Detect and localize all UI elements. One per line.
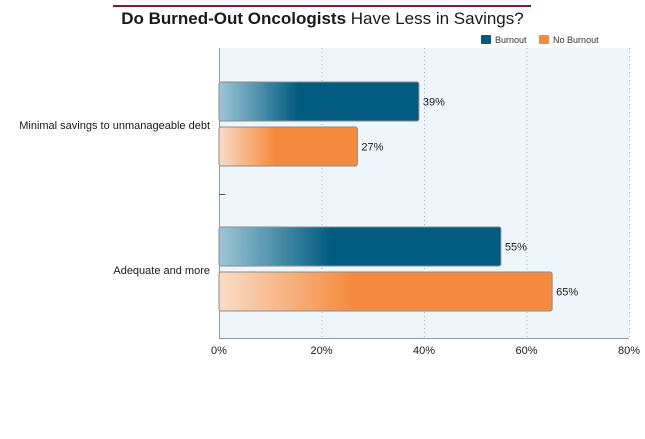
data-label: 65% xyxy=(556,287,578,299)
category-label: Adequate and more xyxy=(113,265,210,277)
bar-burnout xyxy=(218,81,420,122)
legend-label-burnout: Burnout xyxy=(495,35,527,45)
x-tick-label: 0% xyxy=(211,345,227,357)
x-tick-label: 40% xyxy=(413,345,435,357)
legend: Burnout No Burnout xyxy=(481,35,609,45)
bar-no-burnout xyxy=(218,271,553,312)
bar-no-burnout xyxy=(218,126,358,167)
title-rule xyxy=(113,5,531,7)
chart-title-bold: Do Burned-Out Oncologists xyxy=(121,9,347,28)
x-tick-label: 60% xyxy=(515,345,537,357)
legend-label-no-burnout: No Burnout xyxy=(553,35,599,45)
legend-item-burnout: Burnout xyxy=(481,35,527,45)
data-label: 55% xyxy=(505,242,527,254)
data-label: 27% xyxy=(361,142,383,154)
legend-item-no-burnout: No Burnout xyxy=(539,35,599,45)
chart-title-rest: Have Less in Savings? xyxy=(350,9,524,28)
bar-burnout xyxy=(218,226,502,267)
chart-title: Do Burned-Out Oncologists Have Less in S… xyxy=(0,9,645,29)
x-tick-label: 80% xyxy=(618,345,640,357)
category-label: Minimal savings to unmanageable debt xyxy=(19,120,210,132)
legend-swatch-burnout xyxy=(481,35,491,44)
data-label: 39% xyxy=(423,97,445,109)
x-tick-label: 20% xyxy=(310,345,332,357)
legend-swatch-no-burnout xyxy=(539,35,550,44)
